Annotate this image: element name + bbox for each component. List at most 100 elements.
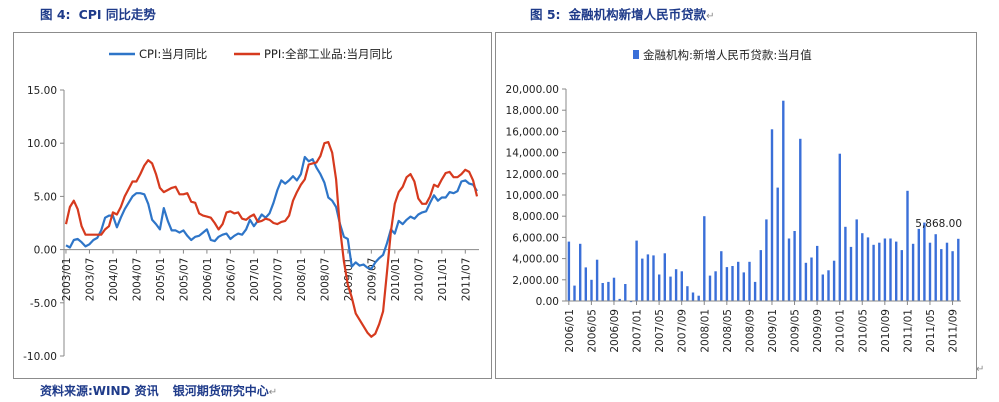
x-tick-label: 2011/07: [460, 258, 472, 302]
bar: [641, 258, 644, 301]
x-tick-label: 2005/01: [155, 258, 167, 302]
legend-label: PPI:全部工业品:当月同比: [264, 47, 393, 61]
bar: [624, 284, 627, 301]
x-tick-label: 2007/01: [632, 309, 644, 353]
x-tick-label: 2010/01: [390, 258, 402, 302]
x-tick-label: 2009/07: [366, 258, 378, 302]
y-tick-label: 0.00: [536, 296, 559, 308]
bar: [658, 274, 661, 301]
bar: [708, 275, 712, 301]
x-tick-label: 2010/01: [835, 309, 847, 353]
x-tick-label: 2006/01: [202, 258, 214, 302]
x-tick-label: 2003/01: [61, 258, 73, 302]
bar: [590, 279, 593, 301]
x-tick-label: 2004/07: [131, 258, 143, 302]
x-tick-label: 2003/07: [84, 258, 96, 302]
bar: [765, 219, 768, 301]
cpi-ppi-line-chart: 15.00 10.00 5.00 0.00 -5.00 -10.00 2003/01 2003…: [23, 47, 479, 363]
x-tick-label: 2006/01: [564, 309, 576, 353]
bar: [748, 261, 751, 301]
last-value-label: 5,868.00: [915, 218, 962, 230]
source-text: 资料来源:WIND 资讯: [40, 384, 159, 398]
bar: [911, 243, 915, 301]
bar: [906, 190, 909, 301]
bar: [635, 240, 638, 301]
new-loans-bar-chart: 20,000.00 18,000.00 16,000.00 14,000.00 12,0…: [506, 48, 963, 353]
figure-4-title: 图 4: CPI 同比走势: [40, 4, 156, 23]
bar: [646, 254, 650, 301]
x-tick-label: 2008/09: [744, 309, 756, 353]
bar: [573, 285, 576, 301]
bar: [601, 283, 604, 301]
ppi-series-line: [64, 141, 479, 338]
bar: [793, 231, 796, 301]
bar: [607, 281, 610, 301]
y-tick-label: 10,000.00: [506, 190, 559, 202]
bar: [816, 245, 819, 301]
bar: [697, 295, 700, 301]
bar: [861, 233, 864, 301]
bar: [832, 260, 836, 301]
bar: [612, 277, 616, 301]
x-tick-label: 2011/01: [902, 309, 914, 353]
y-tick-label: 20,000.00: [506, 84, 559, 96]
loans-chart-panel: 20,000.00 18,000.00 16,000.00 14,000.00 12,0…: [495, 32, 977, 379]
bar: [889, 238, 892, 301]
x-tick-label: 2008/05: [722, 309, 734, 353]
figure-4-title-text: CPI 同比走势: [78, 7, 156, 22]
bar: [799, 138, 802, 301]
legend-swatch: [633, 50, 639, 59]
figure-5-title: 图 5: 金融机构新增人民币贷款↵: [530, 4, 714, 23]
y-tick-label: 14,000.00: [506, 148, 559, 160]
y-tick-label: 6,000.00: [512, 232, 559, 244]
bar: [787, 238, 791, 301]
bar: [720, 251, 723, 301]
x-tick-label: 2010/09: [880, 309, 892, 353]
x-tick-label: 2006/05: [586, 309, 598, 353]
x-tick-label: 2007/01: [249, 258, 261, 302]
bar: [945, 242, 949, 301]
y-tick-label: 15.00: [27, 85, 57, 97]
y-tick-label: 5.00: [34, 191, 57, 203]
x-tick-label: 2008/07: [319, 258, 331, 302]
bar: [770, 129, 774, 301]
x-tick-label: 2009/09: [812, 309, 824, 353]
bar: [951, 251, 954, 301]
bar: [584, 267, 587, 301]
x-tick-label: 2011/09: [948, 309, 960, 353]
bar: [957, 238, 960, 301]
x-tick-label: 2005/07: [178, 258, 190, 302]
bar: [866, 237, 870, 301]
paragraph-mark-icon: ↵: [706, 11, 715, 22]
x-tick-label: 2011/01: [437, 258, 449, 302]
x-tick-label: 2011/05: [925, 309, 937, 353]
bar: [776, 187, 779, 301]
y-tick-label: -10.00: [23, 351, 57, 363]
legend-label: CPI:当月同比: [139, 47, 207, 61]
x-tick-label: 2009/01: [767, 309, 779, 353]
cpi-series-line: [65, 155, 478, 270]
bar: [731, 266, 734, 301]
x-tick-label: 2007/05: [654, 309, 666, 353]
bar: [934, 234, 937, 301]
bar: [674, 269, 678, 301]
bar: [821, 274, 824, 301]
bar: [579, 243, 582, 301]
x-tick-label: 2010/05: [857, 309, 869, 353]
bar: [782, 100, 785, 301]
cpi-ppi-chart-panel: 15.00 10.00 5.00 0.00 -5.00 -10.00 2003/01 2003…: [13, 32, 492, 379]
bar: [567, 241, 571, 301]
bar: [804, 262, 808, 301]
bar: [917, 228, 920, 301]
bar: [844, 226, 847, 301]
x-tick-label: 2007/09: [677, 309, 689, 353]
bar: [680, 271, 683, 301]
bar: [940, 249, 943, 301]
bar: [883, 238, 887, 301]
bar: [737, 261, 740, 301]
bar: [849, 246, 853, 301]
bar: [900, 250, 903, 301]
y-tick-label: 8,000.00: [512, 211, 559, 223]
bar: [923, 222, 926, 301]
bar: [855, 219, 858, 301]
